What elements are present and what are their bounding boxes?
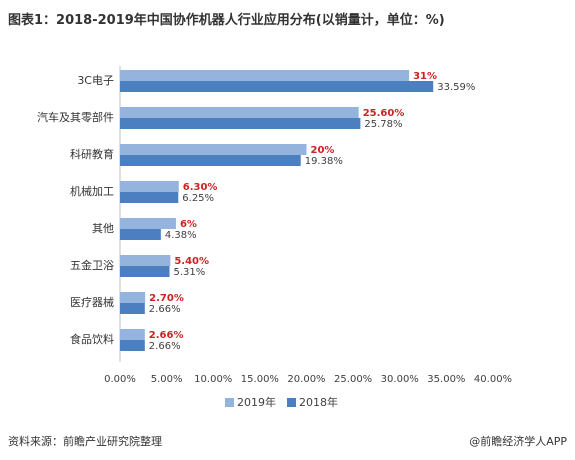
data-label-2018: 25.78% bbox=[364, 119, 402, 130]
data-label-2019: 2.66% bbox=[149, 330, 184, 341]
category-label: 医疗器械 bbox=[70, 295, 114, 309]
data-label-2019: 31% bbox=[413, 71, 437, 82]
bar-2018 bbox=[120, 118, 361, 129]
bar-2018 bbox=[120, 229, 161, 240]
data-label-2018: 4.38% bbox=[165, 230, 197, 241]
legend-label-2018: 2018年 bbox=[299, 395, 338, 409]
bar-2018 bbox=[120, 155, 301, 166]
category-label: 科研教育 bbox=[70, 147, 114, 161]
data-label-2019: 5.40% bbox=[174, 256, 209, 267]
bar-2018 bbox=[120, 192, 179, 203]
category-label: 五金卫浴 bbox=[70, 258, 114, 272]
x-tick-label: 0.00% bbox=[104, 374, 136, 385]
data-label-2019: 20% bbox=[311, 145, 335, 156]
bar-2019 bbox=[120, 255, 171, 266]
bar-2019 bbox=[120, 70, 410, 81]
x-tick-label: 20.00% bbox=[287, 374, 325, 385]
category-label: 其他 bbox=[92, 222, 114, 235]
legend-label-2019: 2019年 bbox=[237, 395, 276, 409]
data-label-2018: 5.31% bbox=[174, 267, 206, 278]
bar-2018 bbox=[120, 81, 434, 92]
legend-swatch-2018 bbox=[287, 398, 296, 407]
bar-2018 bbox=[120, 340, 145, 351]
x-tick-label: 25.00% bbox=[334, 374, 372, 385]
x-tick-label: 5.00% bbox=[151, 374, 183, 385]
bar-chart: 3C电子 31%33.59%汽车及其零部件 25.60%25.78%科研教育 20%1… bbox=[37, 66, 512, 409]
category-label: 食品饮料 bbox=[70, 332, 114, 346]
bar-2019 bbox=[120, 144, 307, 155]
bar-2018 bbox=[120, 303, 145, 314]
x-tick-label: 35.00% bbox=[427, 374, 465, 385]
data-label-2018: 2.66% bbox=[149, 304, 181, 315]
data-label-2018: 19.38% bbox=[305, 156, 343, 167]
x-tick-label: 15.00% bbox=[241, 374, 279, 385]
data-label-2018: 2.66% bbox=[149, 341, 181, 352]
category-label: 汽车及其零部件 bbox=[37, 110, 114, 124]
bar-2019 bbox=[120, 292, 146, 303]
data-label-2018: 33.59% bbox=[437, 82, 475, 93]
category-label: 机械加工 bbox=[70, 184, 114, 198]
x-tick-label: 10.00% bbox=[194, 374, 232, 385]
bar-2019 bbox=[120, 181, 179, 192]
x-tick-label: 30.00% bbox=[381, 374, 419, 385]
bar-2019 bbox=[120, 218, 176, 229]
bar-2019 bbox=[120, 107, 359, 118]
source-note: 资料来源：前瞻产业研究院整理 bbox=[8, 435, 162, 448]
brand-note: @前瞻经济学人APP bbox=[469, 435, 567, 448]
chart-title: 图表1：2018-2019年中国协作机器人行业应用分布(以销量计，单位：%) bbox=[8, 13, 445, 28]
legend-swatch-2019 bbox=[225, 398, 234, 407]
data-label-2019: 25.60% bbox=[363, 108, 405, 119]
x-tick-label: 40.00% bbox=[474, 374, 512, 385]
data-label-2019: 6.30% bbox=[183, 182, 218, 193]
bar-2018 bbox=[120, 266, 170, 277]
data-label-2019: 2.70% bbox=[149, 293, 184, 304]
data-label-2018: 6.25% bbox=[182, 193, 214, 204]
data-label-2019: 6% bbox=[180, 219, 197, 230]
category-label: 3C电子 bbox=[77, 74, 114, 87]
bar-2019 bbox=[120, 329, 145, 340]
